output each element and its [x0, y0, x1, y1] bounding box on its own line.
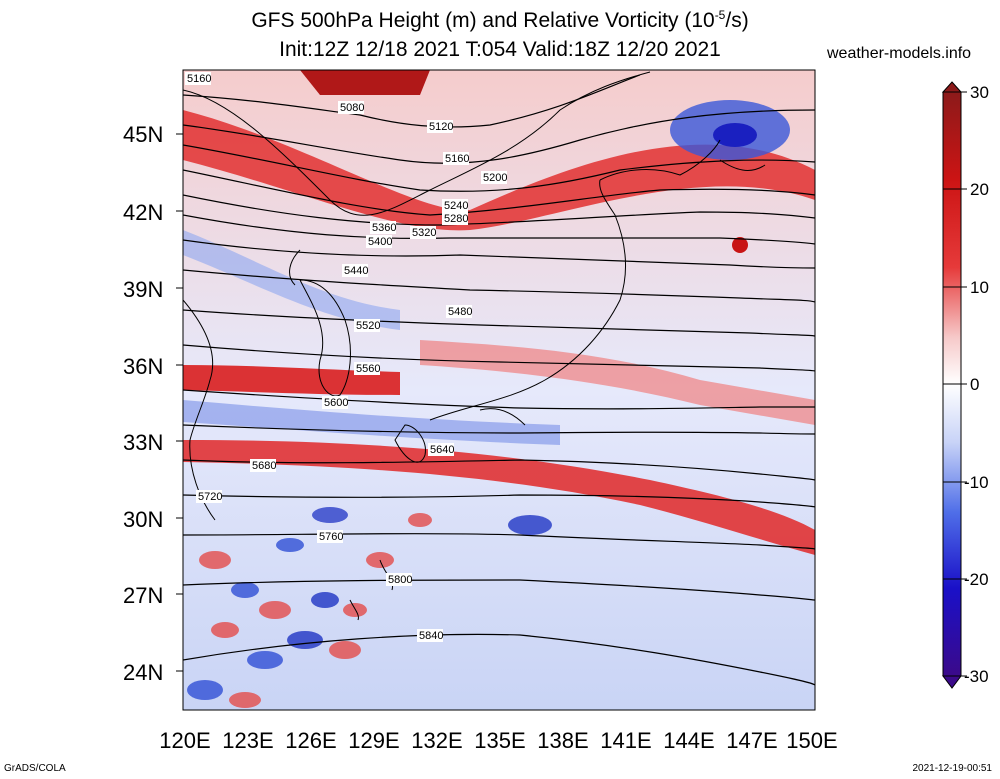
lon-tick: 120E	[159, 728, 210, 753]
colorbar-tick: -20	[964, 570, 989, 589]
site-watermark: weather-models.info	[827, 45, 972, 62]
contour-label: 5560	[354, 362, 380, 375]
svg-text:5280: 5280	[444, 213, 468, 225]
contour-label: 5280	[442, 212, 468, 225]
contour-label: 5680	[250, 459, 276, 472]
lon-tick: 141E	[600, 728, 651, 753]
svg-text:5400: 5400	[368, 236, 392, 248]
contour-label: 5720	[196, 490, 222, 503]
contour-label: 5480	[446, 305, 472, 318]
lon-tick: 144E	[663, 728, 714, 753]
contour-label: 5640	[428, 443, 454, 456]
colorbar-tick: 10	[970, 278, 989, 297]
lon-tick: 150E	[786, 728, 837, 753]
svg-text:5680: 5680	[252, 460, 276, 472]
svg-text:5440: 5440	[344, 265, 368, 277]
lat-tick: 36N	[123, 354, 163, 379]
contour-label: 5160	[185, 72, 211, 85]
contour-label: 5440	[342, 264, 368, 277]
latitude-axis: 45N 42N 39N 36N 33N 30N 27N 24N	[123, 122, 163, 685]
svg-text:5640: 5640	[430, 444, 454, 456]
svg-text:5560: 5560	[356, 363, 380, 375]
longitude-axis: 120E 123E 126E 129E 132E 135E 138E 141E …	[159, 728, 837, 753]
lon-tick: 132E	[411, 728, 462, 753]
colorbar-tick: 20	[970, 180, 989, 199]
contour-label: 5200	[481, 171, 507, 184]
svg-text:5600: 5600	[324, 397, 348, 409]
svg-text:5080: 5080	[340, 102, 364, 114]
colorbar: 30 20 10 0 -10 -20 -30	[941, 81, 989, 689]
contour-label: 5760	[317, 530, 343, 543]
contour-label: 5600	[322, 396, 348, 409]
contour-label: 5160	[443, 152, 469, 165]
lon-tick: 129E	[348, 728, 399, 753]
contour-labels: 5160 5080 5120 5160 5200 5240 5280 5320 …	[185, 72, 507, 642]
svg-text:5840: 5840	[419, 630, 443, 642]
footer-credit: GrADS/COLA	[4, 763, 66, 774]
contour-label: 5080	[338, 101, 364, 114]
lat-tick: 33N	[123, 430, 163, 455]
lat-tick: 45N	[123, 122, 163, 147]
svg-text:5200: 5200	[483, 172, 507, 184]
lon-tick: 138E	[537, 728, 588, 753]
svg-text:5480: 5480	[448, 306, 472, 318]
svg-text:5360: 5360	[372, 222, 396, 234]
colorbar-tick: 30	[970, 83, 989, 102]
chart-title-line1: GFS 500hPa Height (m) and Relative Vorti…	[251, 8, 749, 32]
lat-tick: 30N	[123, 507, 163, 532]
svg-text:5320: 5320	[412, 227, 436, 239]
lon-tick: 147E	[726, 728, 777, 753]
svg-text:5160: 5160	[445, 153, 469, 165]
lat-tick: 42N	[123, 200, 163, 225]
footer-timestamp: 2021-12-19-00:51	[912, 763, 992, 774]
map-frame	[182, 69, 816, 711]
lon-tick: 135E	[474, 728, 525, 753]
contour-label: 5240	[442, 199, 468, 212]
colorbar-tick: -10	[964, 473, 989, 492]
contour-label: 5320	[410, 226, 436, 239]
svg-text:5520: 5520	[356, 320, 380, 332]
svg-text:5800: 5800	[388, 574, 412, 586]
lon-tick: 126E	[285, 728, 336, 753]
contour-label: 5400	[366, 235, 392, 248]
colorbar-tick: 0	[970, 375, 979, 394]
lat-tick: 27N	[123, 583, 163, 608]
svg-text:5240: 5240	[444, 200, 468, 212]
lat-tick: 39N	[123, 277, 163, 302]
svg-text:5120: 5120	[429, 121, 453, 133]
contour-label: 5840	[417, 629, 443, 642]
lon-tick: 123E	[222, 728, 273, 753]
vorticity-field: 5160 5080 5120 5160 5200 5240 5280 5320 …	[183, 70, 815, 710]
svg-text:5160: 5160	[187, 73, 211, 85]
chart-title-line2: Init:12Z 12/18 2021 T:054 Valid:18Z 12/2…	[279, 38, 721, 61]
contour-label: 5520	[354, 319, 380, 332]
contour-label: 5800	[386, 573, 412, 586]
svg-text:5720: 5720	[198, 491, 222, 503]
colorbar-tick: -30	[964, 667, 989, 686]
lat-tick: 24N	[123, 660, 163, 685]
contour-label: 5120	[427, 120, 453, 133]
contour-label: 5360	[370, 221, 396, 234]
svg-text:5760: 5760	[319, 531, 343, 543]
